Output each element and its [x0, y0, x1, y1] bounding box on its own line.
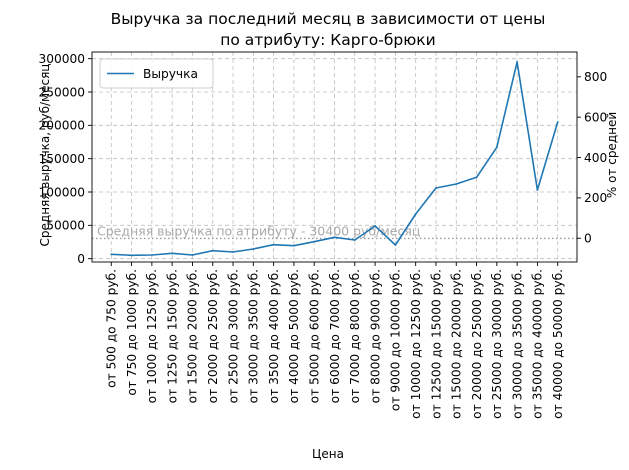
y-right-tick-label: 600 — [584, 110, 607, 124]
data-point — [414, 213, 417, 215]
y-axis-ticks: 0 50000 100000 150000 200000 250000 300000 — [38, 52, 92, 266]
x-tick-label: от 8000 до 9000 руб. — [368, 269, 382, 403]
data-point — [536, 189, 539, 191]
data-point — [353, 239, 356, 241]
x-tick-label: от 40000 до 50000 руб. — [551, 269, 565, 419]
x-tick-label: от 1500 до 2000 руб. — [186, 269, 200, 403]
x-tick-label: от 5000 до 6000 руб. — [308, 269, 322, 403]
x-tick-label: от 2000 до 2500 руб. — [206, 269, 220, 403]
x-tick-label: от 10000 до 12500 руб. — [409, 269, 423, 419]
series-layer — [110, 61, 559, 257]
data-point — [516, 61, 519, 63]
y-tick-label: 300000 — [38, 52, 85, 66]
data-point — [272, 243, 275, 246]
data-point — [211, 249, 214, 252]
data-point — [333, 236, 336, 239]
data-point — [475, 176, 478, 179]
data-point — [191, 254, 194, 256]
data-point — [455, 183, 458, 185]
x-tick-label: от 3000 до 3500 руб. — [247, 269, 261, 403]
x-tick-label: от 35000 до 40000 руб. — [531, 269, 545, 419]
average-layer: Средняя выручка по атрибуту - 30400 руб/… — [92, 223, 577, 240]
y-axis-right-label: % от средней — [605, 112, 619, 198]
x-tick-label: от 15000 до 20000 руб. — [450, 269, 464, 419]
data-point — [313, 240, 316, 243]
x-axis-ticks: от 500 до 750 руб. от 750 до 1000 руб. от … — [105, 262, 565, 419]
x-tick-label: от 9000 до 10000 руб. — [389, 269, 403, 411]
chart-title-line1: Выручка за последний месяц в зависимости… — [111, 10, 546, 28]
data-point — [130, 254, 133, 257]
plot-frame — [91, 51, 578, 263]
y-tick-label: 250000 — [38, 85, 85, 99]
y-tick-label: 50000 — [46, 219, 85, 233]
x-tick-label: от 25000 до 30000 руб. — [490, 269, 504, 419]
x-tick-label: от 3500 до 4000 руб. — [267, 269, 281, 403]
x-tick-label: от 12500 до 15000 руб. — [429, 269, 443, 419]
y-axis-label: Средняя выручка, руб/месяц — [38, 64, 52, 247]
y-tick-label: 200000 — [38, 119, 85, 133]
x-tick-label: от 1000 до 1250 руб. — [145, 269, 159, 403]
data-point — [293, 244, 295, 247]
data-point — [110, 253, 113, 256]
chart-title-line2: по атрибуту: Карго-брюки — [220, 31, 436, 49]
x-tick-label: от 20000 до 25000 руб. — [470, 269, 484, 419]
x-tick-label: от 6000 до 7000 руб. — [328, 269, 342, 403]
y-right-tick-label: 400 — [584, 151, 607, 165]
data-point — [232, 251, 234, 253]
x-tick-label: от 750 до 1000 руб. — [125, 269, 139, 396]
legend-box — [99, 58, 214, 89]
x-tick-label: от 1250 до 1500 руб. — [165, 269, 179, 403]
legend-item-revenue: Выручка — [143, 67, 198, 81]
data-point — [252, 248, 255, 250]
data-point — [495, 146, 498, 149]
y-tick-label: 150000 — [38, 152, 85, 166]
y-right-tick-label: 0 — [584, 232, 592, 246]
data-point — [171, 252, 174, 255]
data-point — [556, 121, 559, 123]
x-tick-label: от 500 до 750 руб. — [105, 269, 119, 388]
y-right-tick-label: 800 — [584, 70, 607, 84]
y-tick-label: 0 — [77, 252, 85, 266]
data-point — [435, 187, 437, 189]
x-tick-label: от 2500 до 3000 руб. — [226, 269, 240, 403]
y-right-tick-label: 200 — [584, 191, 607, 205]
data-point — [374, 225, 376, 227]
x-tick-label: от 30000 до 35000 руб. — [510, 269, 524, 419]
y-axis-right-ticks: 0 200 400 600 800 — [577, 70, 607, 246]
data-point — [394, 244, 397, 246]
x-tick-label: от 7000 до 8000 руб. — [348, 269, 362, 403]
average-label: Средняя выручка по атрибуту - 30400 руб/… — [97, 223, 420, 238]
x-axis-label: Цена — [312, 447, 344, 461]
legend: Выручка — [99, 58, 214, 89]
data-point — [150, 254, 153, 256]
y-tick-label: 100000 — [38, 185, 85, 199]
x-tick-label: от 4000 до 5000 руб. — [287, 269, 301, 403]
